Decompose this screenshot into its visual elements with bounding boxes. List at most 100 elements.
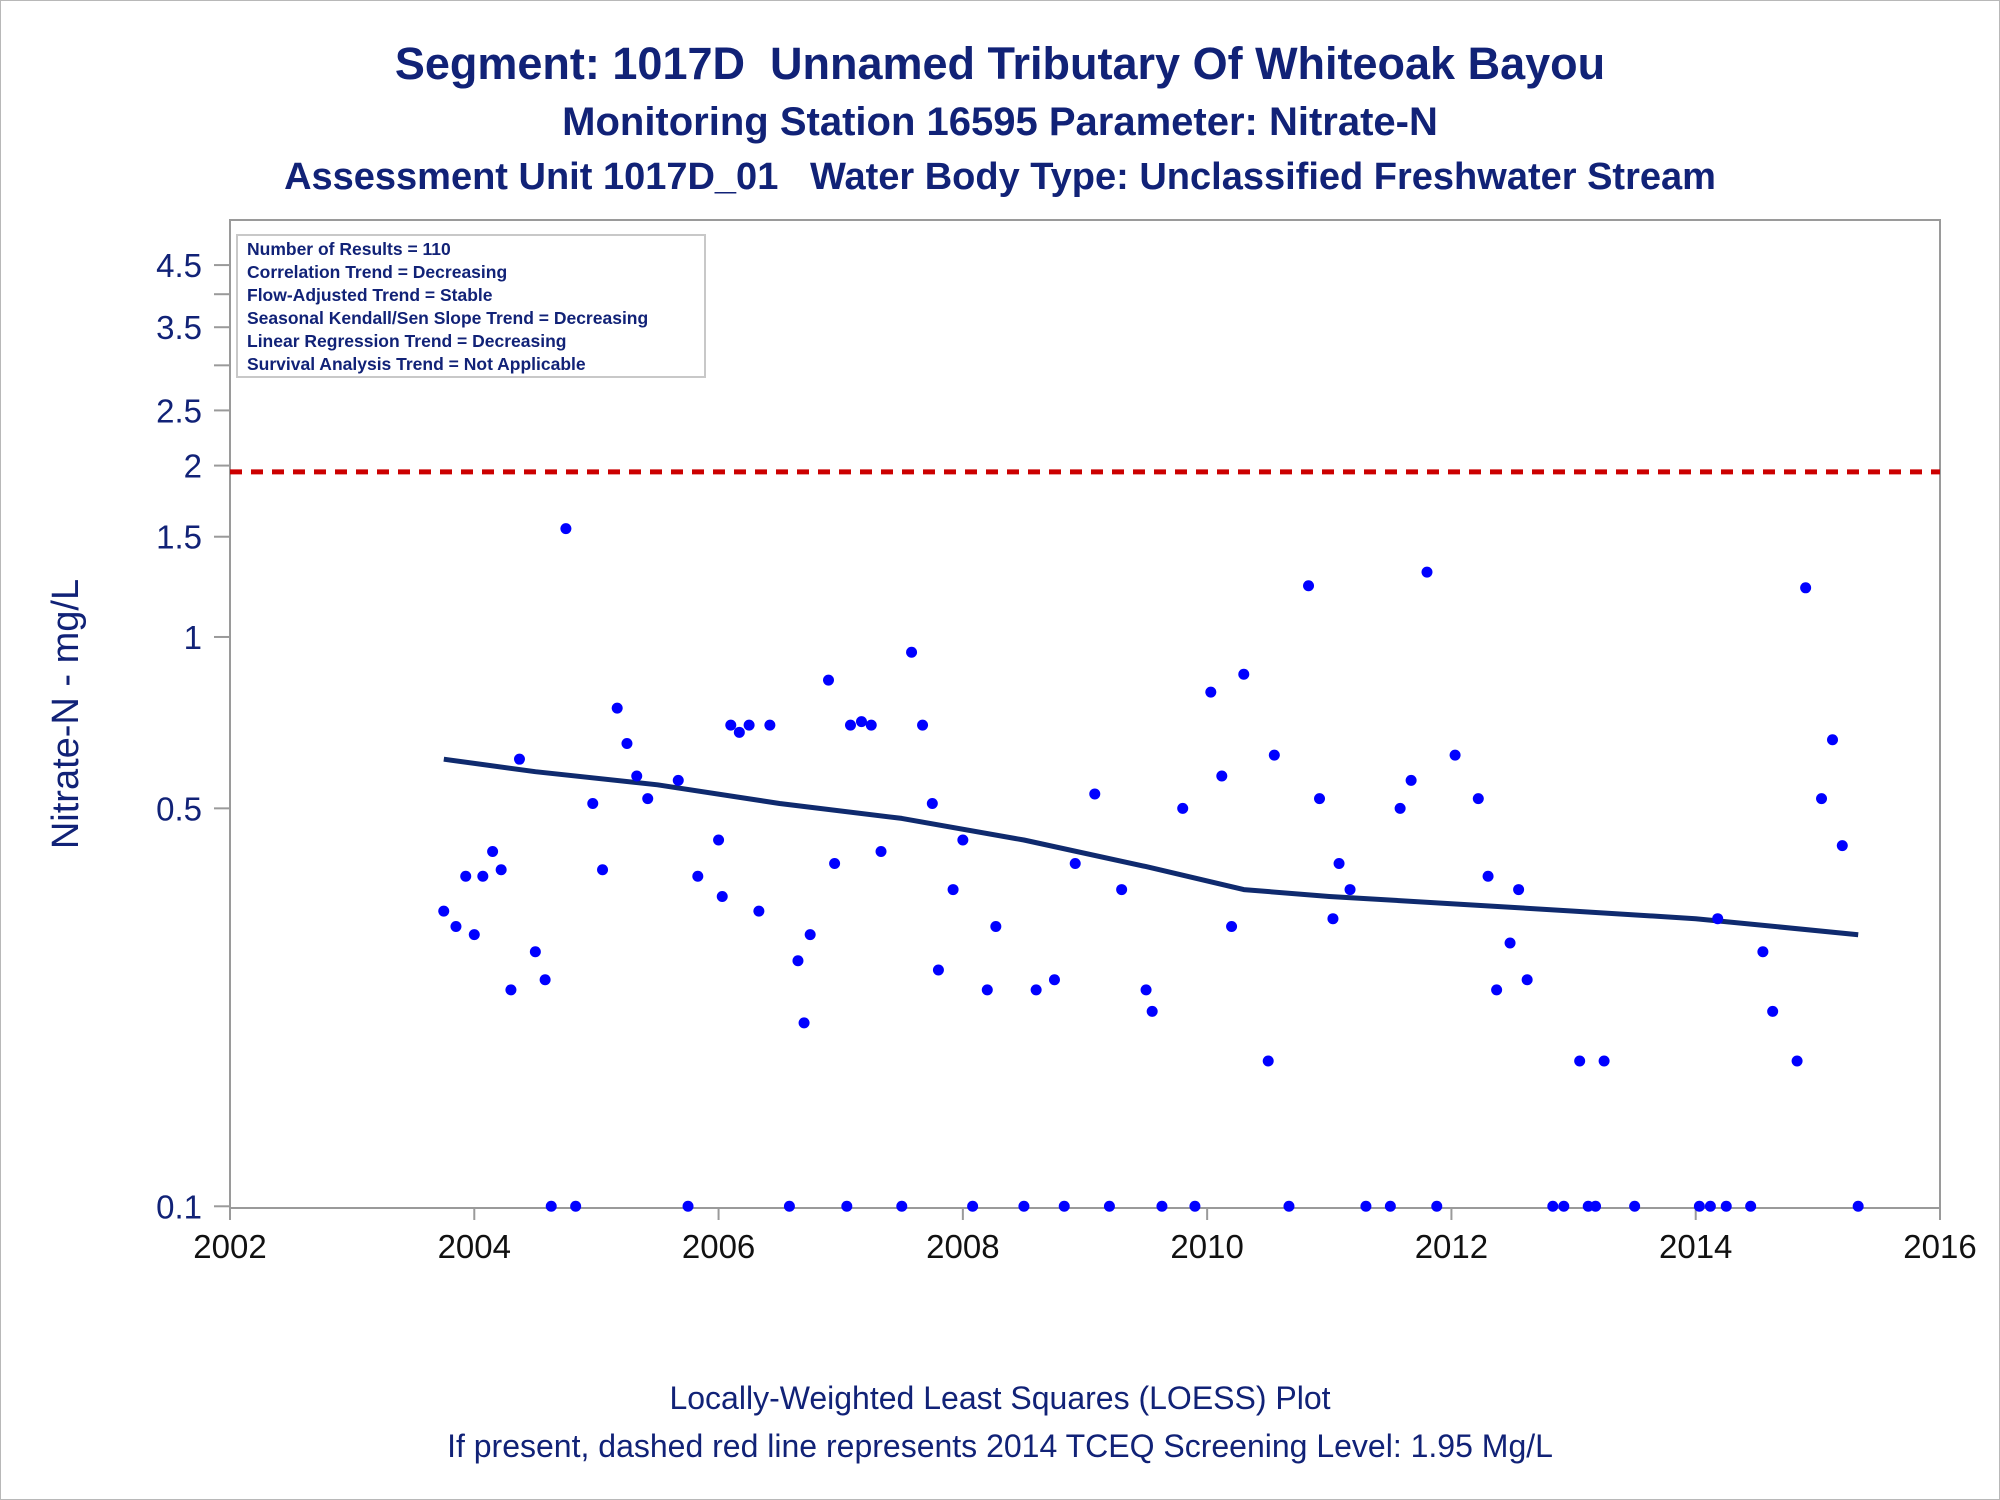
data-point — [1048, 974, 1060, 986]
data-point — [477, 870, 489, 882]
data-point — [642, 793, 654, 805]
data-point — [570, 1200, 582, 1212]
data-point — [1089, 788, 1101, 800]
x-tick-label: 2008 — [926, 1228, 999, 1265]
data-point — [1058, 1200, 1070, 1212]
data-point — [1704, 1200, 1716, 1212]
data-point — [1177, 802, 1189, 814]
data-point — [1693, 1200, 1705, 1212]
data-point — [1629, 1200, 1641, 1212]
x-tick-label: 2012 — [1415, 1228, 1488, 1265]
data-point — [1283, 1200, 1295, 1212]
data-point — [682, 1200, 694, 1212]
data-point — [1314, 793, 1326, 805]
data-point — [1146, 1005, 1158, 1017]
y-tick-label: 1.5 — [156, 519, 202, 556]
data-point — [1344, 884, 1356, 896]
data-point — [597, 864, 609, 876]
footnote-screening: If present, dashed red line represents 2… — [447, 1428, 1553, 1464]
data-point — [875, 845, 887, 857]
data-point — [468, 929, 480, 941]
stats-box-line: Seasonal Kendall/Sen Slope Trend = Decre… — [247, 308, 648, 328]
data-point — [1836, 840, 1848, 852]
stats-box-line: Correlation Trend = Decreasing — [247, 262, 507, 282]
data-point — [560, 523, 572, 535]
y-tick-label: 4.5 — [156, 247, 202, 284]
y-tick-label: 3.5 — [156, 309, 202, 346]
data-point — [1226, 921, 1238, 933]
data-point — [1421, 566, 1433, 578]
data-point — [631, 770, 643, 782]
data-point — [672, 774, 684, 786]
data-point — [1018, 1200, 1030, 1212]
data-point — [906, 646, 918, 658]
data-point — [1262, 1055, 1274, 1067]
data-point — [587, 797, 599, 809]
data-point — [1513, 884, 1525, 896]
y-tick-label: 2 — [184, 448, 202, 485]
data-point — [1360, 1200, 1372, 1212]
y-axis-title: Nitrate-N - mg/L — [45, 579, 87, 849]
stats-box-line: Linear Regression Trend = Decreasing — [247, 331, 567, 351]
data-point — [804, 929, 816, 941]
data-point — [1384, 1200, 1396, 1212]
data-point — [896, 1200, 908, 1212]
data-point — [1791, 1055, 1803, 1067]
data-point — [1431, 1200, 1443, 1212]
data-point — [990, 921, 1002, 933]
data-point — [981, 984, 993, 996]
data-point — [783, 1200, 795, 1212]
data-point — [1069, 858, 1081, 870]
data-point — [967, 1200, 979, 1212]
data-point — [1547, 1200, 1559, 1212]
data-point — [692, 870, 704, 882]
data-point — [539, 974, 551, 986]
data-point — [545, 1200, 557, 1212]
y-tick-label: 1 — [184, 619, 202, 656]
data-point — [495, 864, 507, 876]
chart-subtitle-station: Monitoring Station 16595 Parameter: Nitr… — [562, 100, 1438, 144]
data-point — [932, 964, 944, 976]
data-point — [1205, 686, 1217, 698]
data-point — [1712, 913, 1724, 925]
data-point — [1103, 1200, 1115, 1212]
data-point — [1757, 946, 1769, 958]
data-point — [1598, 1055, 1610, 1067]
data-point — [753, 905, 765, 917]
data-point — [505, 984, 517, 996]
data-point — [855, 716, 867, 728]
data-point — [621, 737, 633, 749]
plot-area — [229, 219, 1941, 1209]
x-tick-label: 2010 — [1170, 1228, 1243, 1265]
stats-box — [236, 234, 706, 378]
y-tick-label: 0.1 — [156, 1188, 202, 1225]
data-point — [1238, 668, 1250, 680]
y-tick-label: 2.5 — [156, 392, 202, 429]
x-tick-label: 2016 — [1903, 1228, 1976, 1265]
data-point — [716, 891, 728, 903]
data-point — [957, 834, 969, 846]
data-point — [823, 674, 834, 686]
stats-box-line: Number of Results = 110 — [247, 239, 451, 259]
data-point — [1574, 1055, 1586, 1067]
data-point — [829, 858, 841, 870]
data-point — [865, 719, 877, 731]
data-point — [947, 884, 959, 896]
data-point — [841, 1200, 853, 1212]
loess-line — [443, 756, 1859, 938]
data-point — [1482, 870, 1494, 882]
data-point — [1827, 734, 1839, 746]
data-point — [1216, 770, 1228, 782]
data-point — [1449, 749, 1461, 761]
stats-box-line: Survival Analysis Trend = Not Applicable — [247, 354, 586, 374]
data-point — [460, 870, 472, 882]
footnote-method: Locally-Weighted Least Squares (LOESS) P… — [669, 1380, 1331, 1416]
data-point — [1030, 984, 1042, 996]
y-tick-label: 0.5 — [156, 790, 202, 827]
data-point — [1140, 984, 1152, 996]
data-point — [1333, 858, 1345, 870]
data-point — [1405, 774, 1417, 786]
data-point — [1720, 1200, 1732, 1212]
data-point — [438, 905, 450, 917]
data-point — [611, 702, 623, 714]
